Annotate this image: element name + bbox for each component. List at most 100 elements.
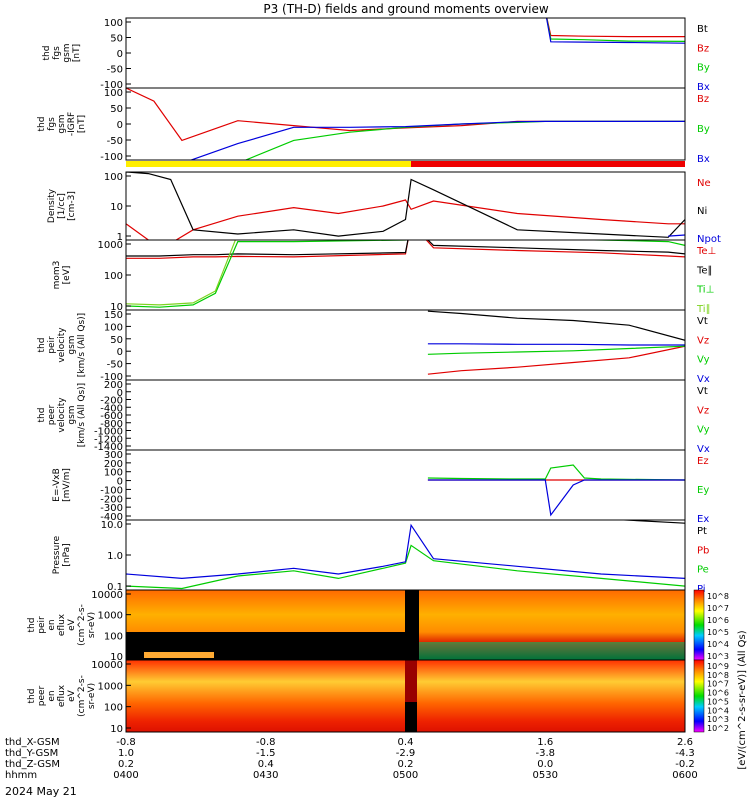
y-tick-label: -200 (100, 396, 123, 407)
x-axis-value: 1.0 (118, 748, 134, 759)
y-tick-label: 10 (110, 724, 123, 735)
y-tick-label: -400 (100, 512, 123, 523)
y-tick-label: -400 (100, 403, 123, 414)
x-axis-value: 2.6 (677, 737, 693, 748)
legend-Pi: Pi (697, 584, 706, 595)
colorbar-label: [eV/(cm^2-s-sr-eV)] (All Qs) (737, 630, 748, 769)
panel-6: Vt Vz Vy Vx 2000-200-400-600-800-1000-1200-1… (37, 379, 710, 455)
y-tick-label: 150 (104, 310, 123, 321)
y-axis-label: thd (42, 46, 52, 61)
legend-Ez: Ez (697, 456, 709, 467)
x-axis-value: 0.0 (537, 759, 553, 770)
series-line-Ni (126, 172, 685, 238)
y-tick-label: 100 (104, 322, 123, 333)
x-axis-value: -1.5 (256, 748, 276, 759)
panel-frame (125, 171, 686, 241)
y-tick-label: -300 (100, 503, 123, 514)
y-tick-label: -50 (107, 65, 123, 76)
y-tick-label: 100 (104, 271, 123, 282)
series-line-Ne (126, 199, 685, 240)
y-tick-label: 100 (104, 631, 123, 642)
y-tick-label: -200 (100, 494, 123, 505)
y-tick-label: 1.0 (107, 551, 123, 562)
spectrogram-gap-low (405, 702, 417, 732)
y-axis-label: en (47, 619, 57, 630)
legend-Pe: Pe (697, 565, 709, 576)
series-line-Bz (546, 18, 685, 38)
x-axis-value: 0600 (672, 770, 697, 781)
series-line-Bx (545, 18, 685, 44)
legend-Te⊥: Te⊥ (696, 246, 716, 257)
series-line-Pi (126, 523, 685, 580)
x-axis-value: 0430 (253, 770, 278, 781)
legend-Bz: Bz (697, 94, 709, 105)
panel-10: 10^910^810^710^610^510^410^310^2 [eV/(cm^… (27, 630, 748, 769)
y-axis-label: -IGRF (67, 112, 77, 136)
y-axis-label: gsm (62, 43, 72, 62)
y-tick-label: 100 (104, 18, 123, 29)
date-label: 2024 May 21 (5, 785, 77, 798)
x-axis-value: -2.9 (396, 748, 416, 759)
y-tick-label: -600 (100, 411, 123, 422)
colorbar-tick-label: 10^6 (707, 689, 729, 698)
y-tick-label: 50 (110, 104, 123, 115)
status-bar-yellow (126, 161, 411, 167)
y-tick-label: 200 (104, 380, 123, 391)
colorbar-tick-label: 10^2 (707, 724, 729, 733)
x-axis-value: 0.4 (258, 759, 274, 770)
x-axis-value: 0400 (113, 770, 138, 781)
y-tick-label: 0 (117, 347, 123, 358)
panel-frame (125, 449, 686, 521)
y-axis-label: fgs (52, 46, 62, 60)
y-tick-label: -1200 (94, 434, 123, 445)
y-tick-label: 50 (110, 335, 123, 346)
y-axis-label: en (47, 690, 57, 701)
x-axis-value: 0530 (533, 770, 558, 781)
legend-Ey: Ey (697, 485, 709, 496)
y-axis-label: [eV] (62, 266, 72, 285)
y-axis-label: thd (37, 338, 47, 353)
y-axis-label: sr-eV) (87, 683, 97, 709)
legend-Ne: Ne (697, 178, 711, 189)
legend-Ti⊥: Ti⊥ (696, 285, 714, 296)
colorbar (693, 659, 705, 733)
y-axis-label: gsm (67, 335, 77, 354)
legend-Pt: Pt (697, 526, 707, 537)
panel-4: Te⊥ Te∥ Ti⊥ Ti∥ 1000 100 10 mom3 [eV] (52, 239, 716, 315)
colorbar-tick-label: 10^8 (707, 592, 729, 601)
y-tick-label: 0 (117, 477, 123, 488)
colorbar (693, 589, 705, 661)
series-line-Ey (427, 464, 685, 481)
colorbar-tick-label: 10^6 (707, 616, 729, 625)
y-tick-label: 200 (104, 459, 123, 470)
y-tick-label: 300 (104, 450, 123, 461)
y-axis-label: thd (27, 618, 37, 633)
y-axis-label: [mV/m] (62, 468, 72, 502)
x-axis-value: 0.2 (398, 759, 414, 770)
y-axis-label: [nPa] (62, 543, 72, 566)
y-axis-label: thd (27, 689, 37, 704)
x-axis-value: 0.2 (118, 759, 134, 770)
x-axis-value: 1.6 (537, 737, 553, 748)
y-axis-label: Pressure (52, 535, 62, 574)
legend-Vy: Vy (697, 355, 710, 366)
y-axis-label: eflux (57, 613, 67, 636)
legend-Te∥: Te∥ (696, 265, 713, 276)
y-tick-label: -100 (100, 80, 123, 91)
y-axis-label: eV (67, 618, 77, 631)
y-axis-label: peir (37, 616, 47, 634)
colorbar-tick-label: 10^4 (707, 706, 729, 715)
y-tick-label: -100 (100, 152, 123, 163)
series-line-Vt (427, 310, 685, 341)
series-line-By (546, 18, 685, 42)
legend-Ex: Ex (697, 514, 709, 525)
series-line-Bz (126, 88, 685, 142)
y-axis-label: E=-VxB (52, 468, 62, 502)
spectrogram-gap (405, 590, 419, 660)
y-tick-label: 0 (117, 388, 123, 399)
x-axis-row-label: thd_Z-GSM (5, 759, 60, 770)
y-tick-label: -1000 (94, 427, 123, 438)
y-axis-label: [km/s (All Qs)] (77, 383, 87, 447)
